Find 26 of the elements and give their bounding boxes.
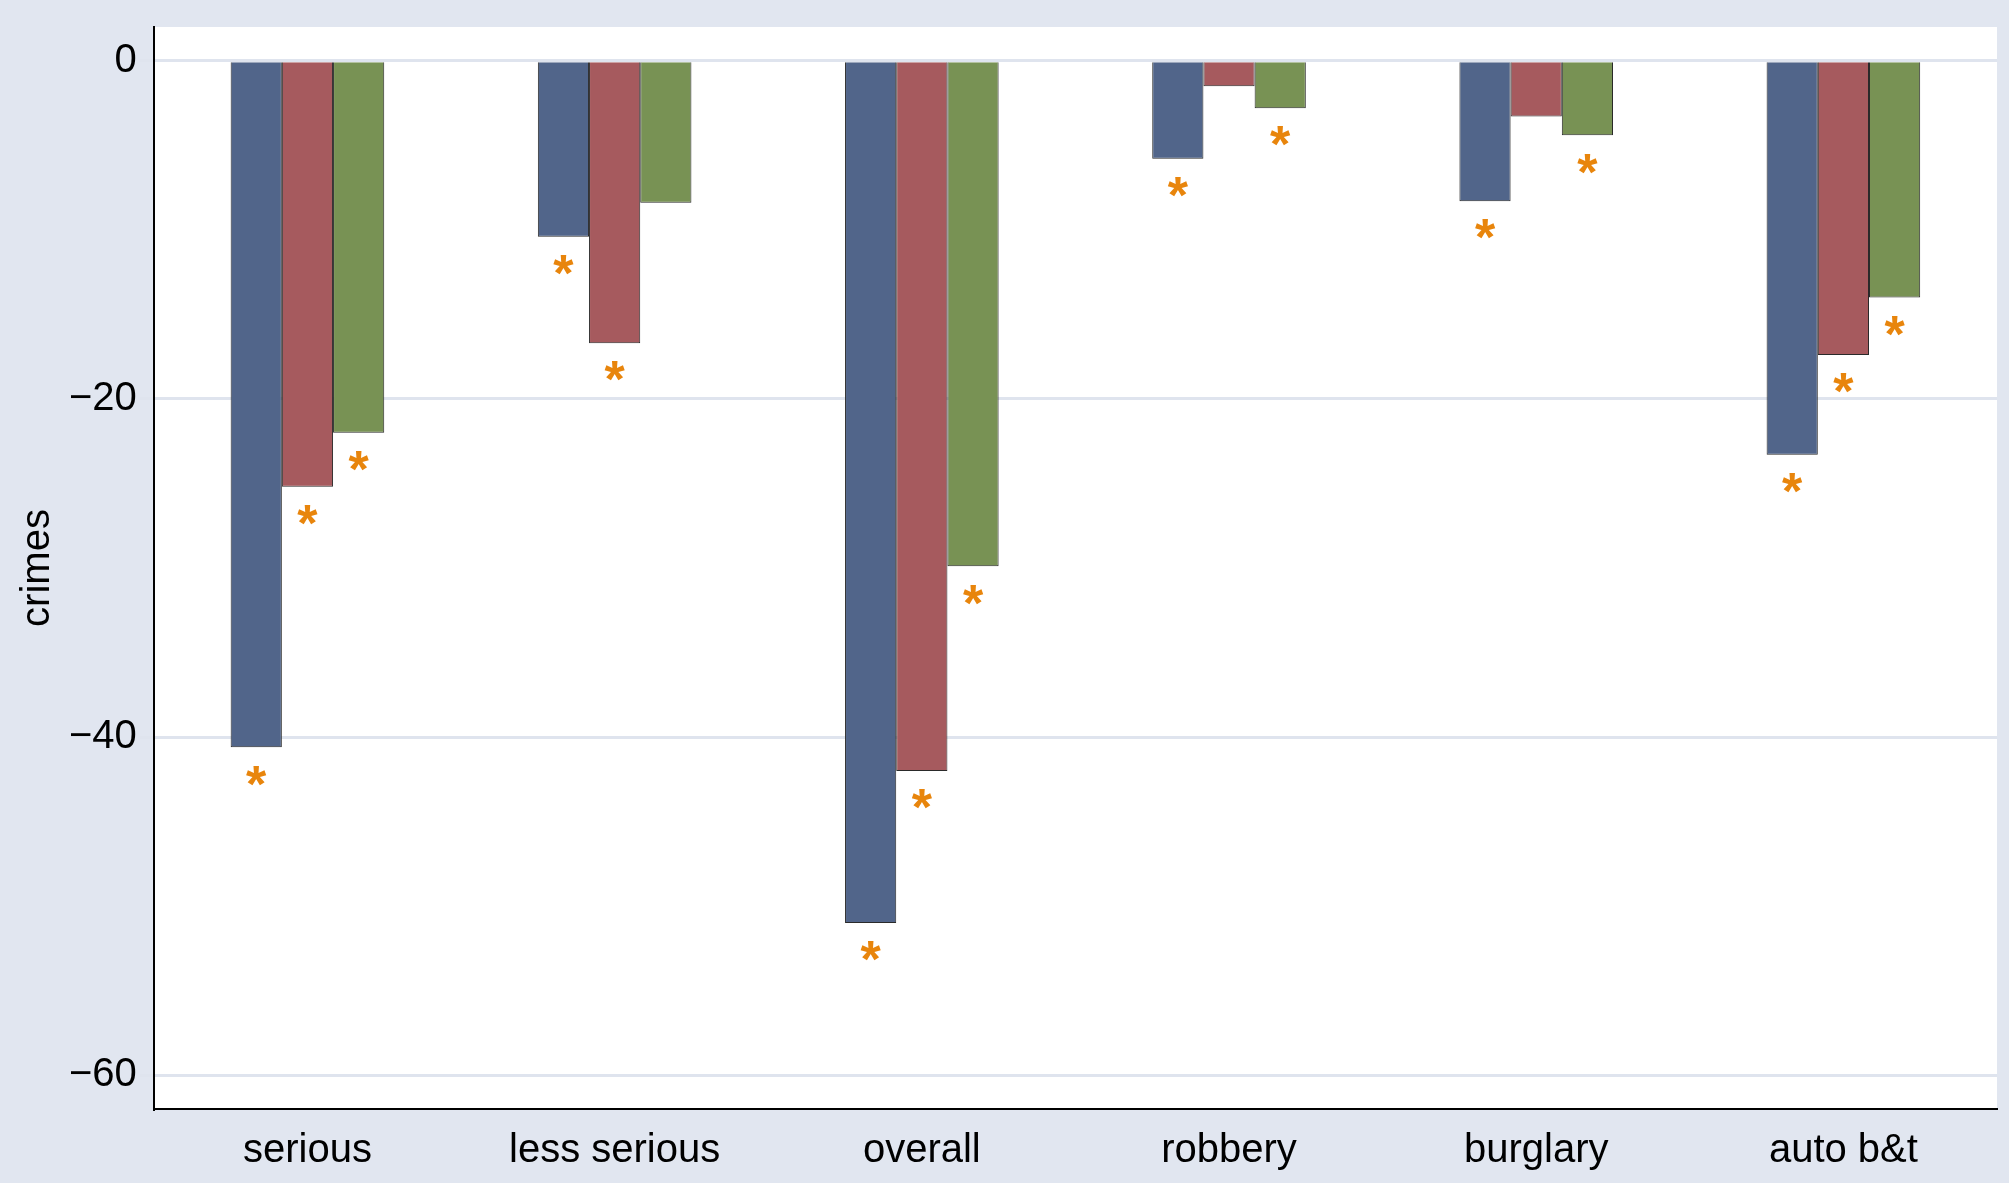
data-label: * <box>1782 462 1804 521</box>
data-label: * <box>1474 208 1496 267</box>
data-label: * <box>1577 142 1599 201</box>
data-label: * <box>860 930 882 989</box>
y-tick-label: −20 <box>68 373 137 418</box>
data-label: * <box>553 243 575 302</box>
x-tick-label: robbery <box>1161 1126 1297 1171</box>
y-tick-label: −40 <box>68 712 137 757</box>
data-label: * <box>348 440 370 499</box>
data-label: * <box>1167 166 1189 225</box>
x-tick-label: burglary <box>1463 1126 1609 1171</box>
data-label: * <box>604 350 626 409</box>
data-label: * <box>1833 362 1855 421</box>
y-axis-title: crimes <box>13 509 58 627</box>
y-tick-label: 0 <box>114 35 137 80</box>
data-label: * <box>1884 304 1906 363</box>
data-label: * <box>297 494 319 553</box>
data-label: * <box>911 778 933 837</box>
data-label: * <box>246 754 268 813</box>
data-label: * <box>962 573 984 632</box>
x-tick-label: less serious <box>509 1126 721 1171</box>
x-tick-label: serious <box>242 1126 372 1171</box>
data-label: * <box>1270 115 1292 174</box>
x-tick-label: overall <box>862 1126 981 1171</box>
x-tick-label: auto b&t <box>1768 1126 1918 1171</box>
y-tick-label: −60 <box>68 1050 137 1095</box>
